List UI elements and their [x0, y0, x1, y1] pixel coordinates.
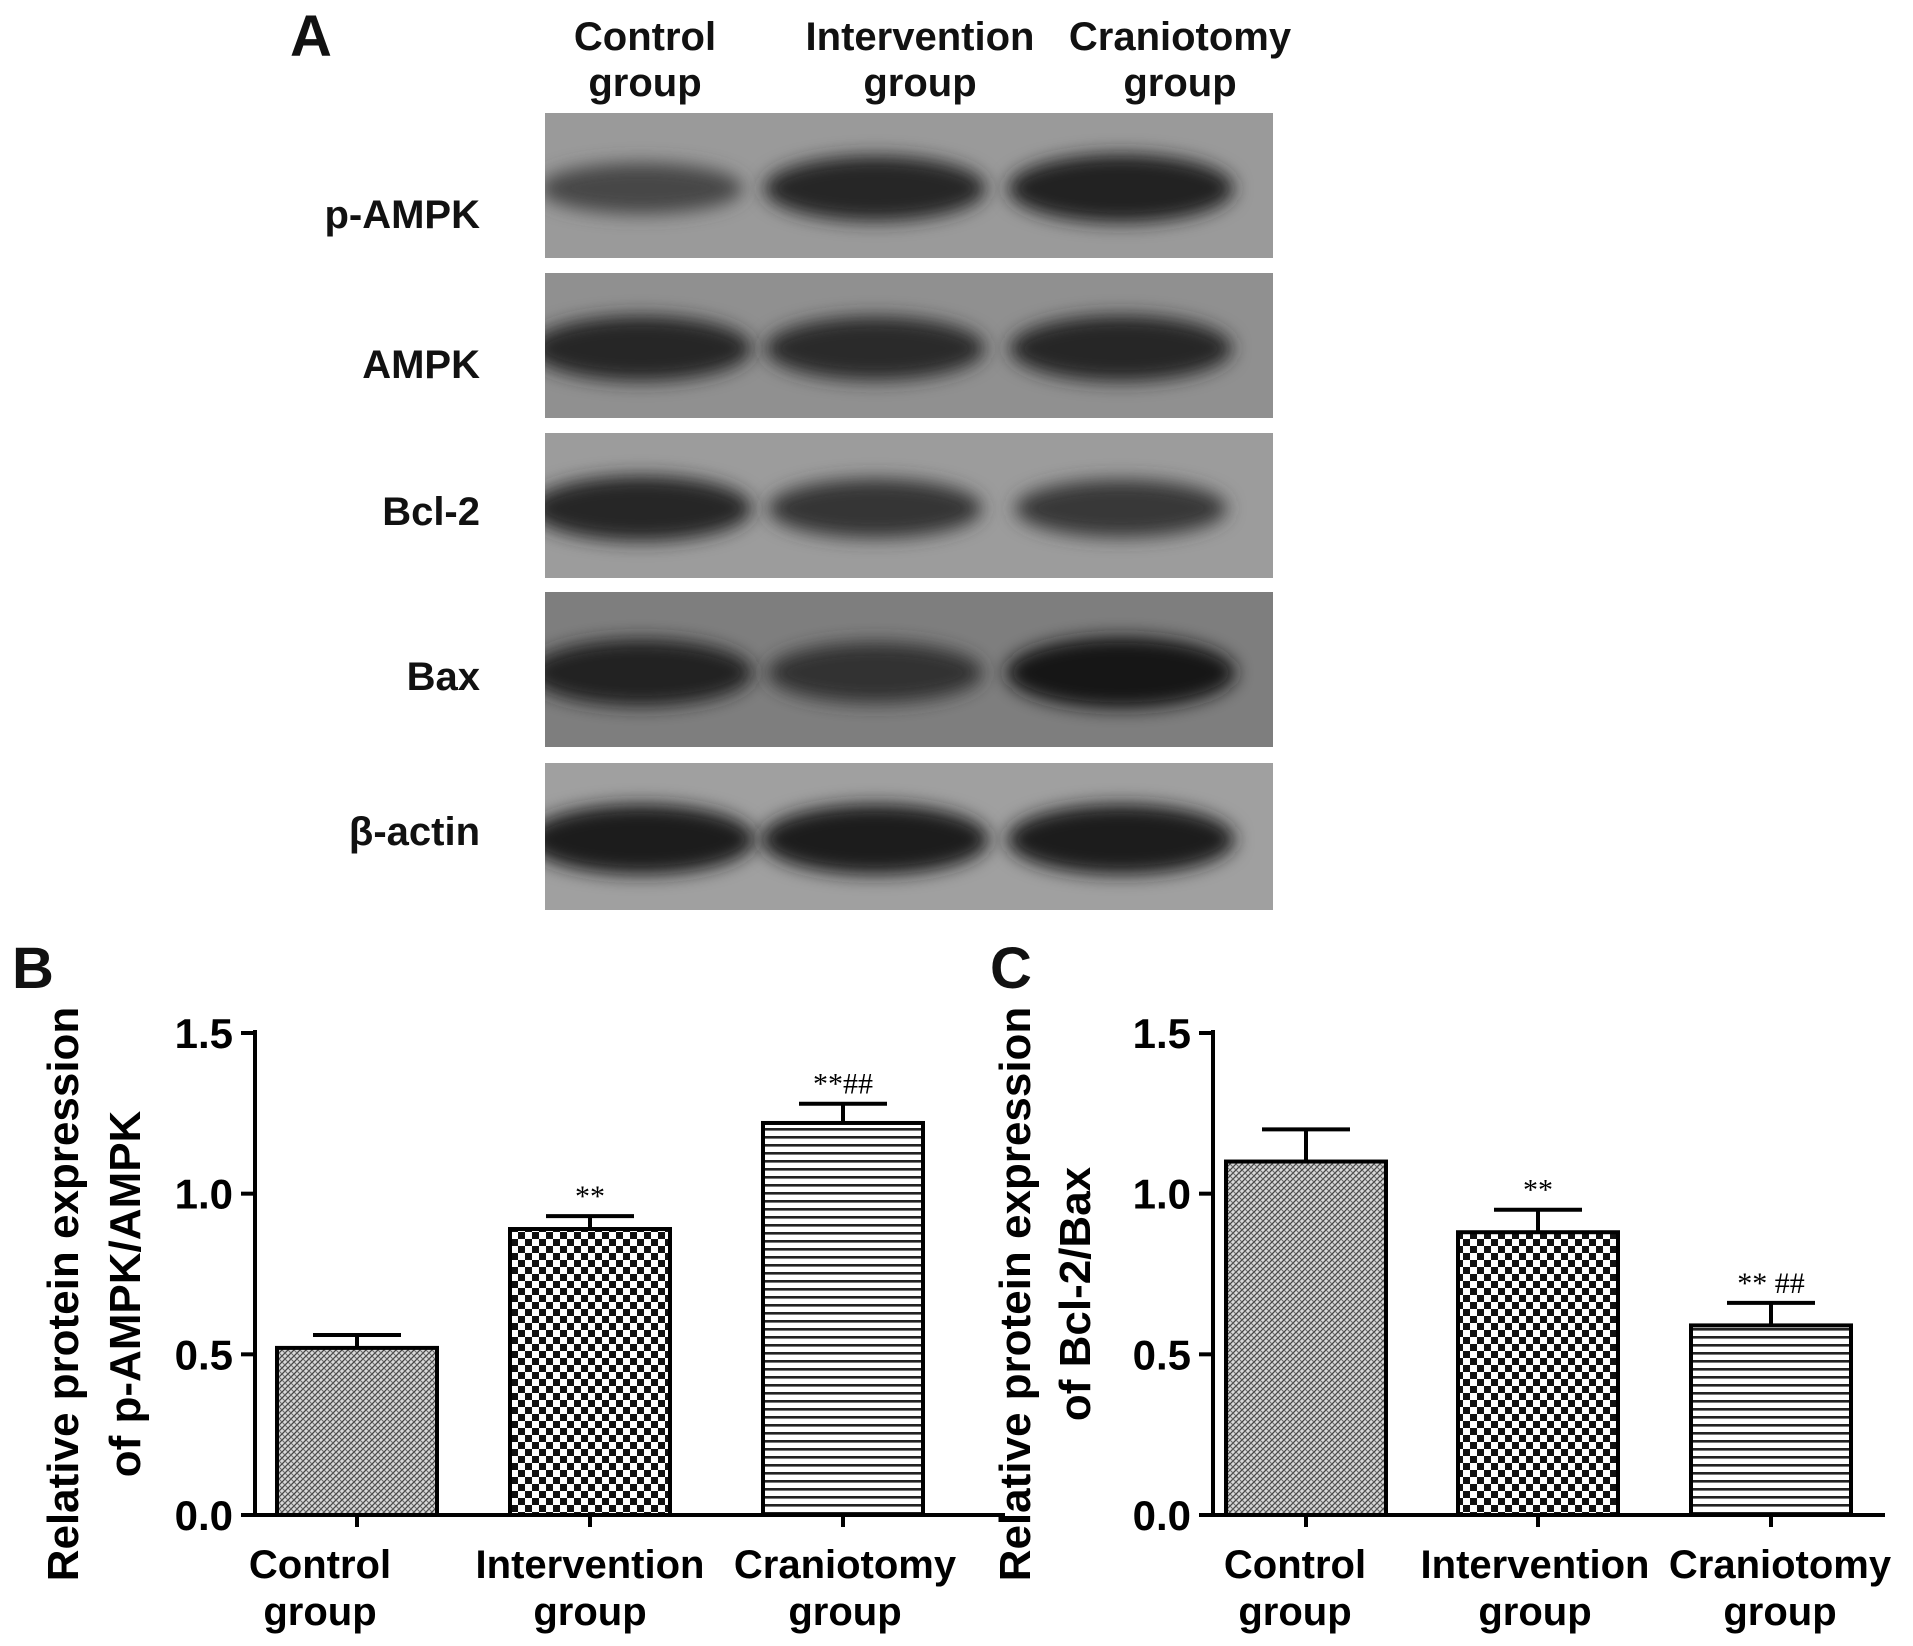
bar: [761, 1120, 925, 1518]
y-tick-label: 0.0: [1133, 1492, 1191, 1539]
significance-label: ** ##: [1737, 1267, 1805, 1300]
blot-band: [545, 804, 755, 875]
blot-label-bax: Bax: [406, 655, 480, 699]
blot-strip-svg: [545, 113, 1273, 258]
y-tick-label: 0.5: [175, 1331, 233, 1378]
x-tick-label-line1: Craniotomy: [734, 1543, 957, 1587]
blot-band: [761, 804, 989, 875]
blot-band: [1015, 479, 1227, 538]
blot-strip-bax: [545, 592, 1273, 747]
significance-label: **: [1523, 1174, 1553, 1207]
blot-strip-ampk: [545, 273, 1273, 418]
x-tick-label-line2: group: [1478, 1590, 1591, 1634]
blot-strip-p-ampk: [545, 113, 1273, 258]
x-tick-label-line2: group: [788, 1590, 901, 1634]
x-tick-label-line2: group: [1238, 1590, 1351, 1634]
blot-band: [545, 315, 752, 382]
panel-letter-b: B: [12, 936, 54, 1001]
blot-strip-svg: [545, 273, 1273, 418]
x-tick-label-line1: Intervention: [1421, 1543, 1650, 1587]
blot-strip-beta-actin: [545, 763, 1273, 910]
blot-band: [1009, 315, 1233, 382]
blot-band: [764, 155, 986, 222]
bar: [508, 1227, 672, 1517]
blot-strip-svg: [545, 592, 1273, 747]
panel-letter-a: A: [290, 4, 332, 69]
y-tick-label: 1.0: [175, 1171, 233, 1218]
y-tick-label: 1.0: [1133, 1171, 1191, 1218]
panel-letter-c: C: [990, 936, 1032, 1001]
blot-label-beta-actin: β-actin: [348, 810, 480, 854]
x-tick-label-line1: Intervention: [476, 1543, 705, 1587]
blot-strip-svg: [545, 433, 1273, 578]
y-tick-label: 0.0: [175, 1492, 233, 1539]
lane-header-control: Control group: [573, 15, 717, 105]
lane-header-intervention: Intervention group: [805, 15, 1035, 105]
blot-strip-svg: [545, 763, 1273, 910]
blot-band: [1006, 636, 1236, 709]
x-tick-label-line1: Control: [1224, 1543, 1366, 1587]
blot-label-ampk: AMPK: [362, 343, 480, 387]
y-axis-label-line2: of p-AMPK/AMPK: [101, 1110, 150, 1477]
significance-label: **: [575, 1180, 605, 1213]
y-tick-label: 1.5: [175, 1010, 233, 1057]
y-axis-label-line1: Relative protein expression: [991, 1007, 1040, 1582]
y-axis-label-line2: of Bcl-2/Bax: [1051, 1166, 1100, 1421]
blot-band: [765, 316, 985, 381]
blot-band: [545, 162, 743, 214]
x-tick-label-line2: group: [263, 1590, 376, 1634]
x-tick-label-line2: group: [1723, 1590, 1836, 1634]
y-axis-label-line1: Relative protein expression: [39, 1007, 88, 1582]
bar: [275, 1345, 439, 1517]
blot-label-p-ampk: p-AMPK: [324, 193, 480, 237]
blot-band: [767, 642, 983, 703]
blot-band: [1008, 154, 1234, 223]
blot-band: [1007, 804, 1235, 875]
blot-strip-bcl-2: [545, 433, 1273, 578]
significance-label: **##: [813, 1068, 873, 1101]
bar: [1456, 1230, 1620, 1518]
x-tick-label-line2: group: [533, 1590, 646, 1634]
blot-band: [768, 478, 982, 538]
bar: [1224, 1159, 1388, 1517]
blot-band: [545, 639, 753, 707]
bar: [1689, 1323, 1853, 1517]
y-tick-label: 0.5: [1133, 1331, 1191, 1378]
blot-label-bcl-2: Bcl-2: [382, 490, 480, 534]
x-tick-label-line1: Craniotomy: [1669, 1543, 1892, 1587]
x-tick-label-line1: Control: [249, 1543, 391, 1587]
y-tick-label: 1.5: [1133, 1010, 1191, 1057]
lane-header-craniotomy: Craniotomy group: [1068, 15, 1292, 105]
blot-band: [545, 475, 752, 542]
